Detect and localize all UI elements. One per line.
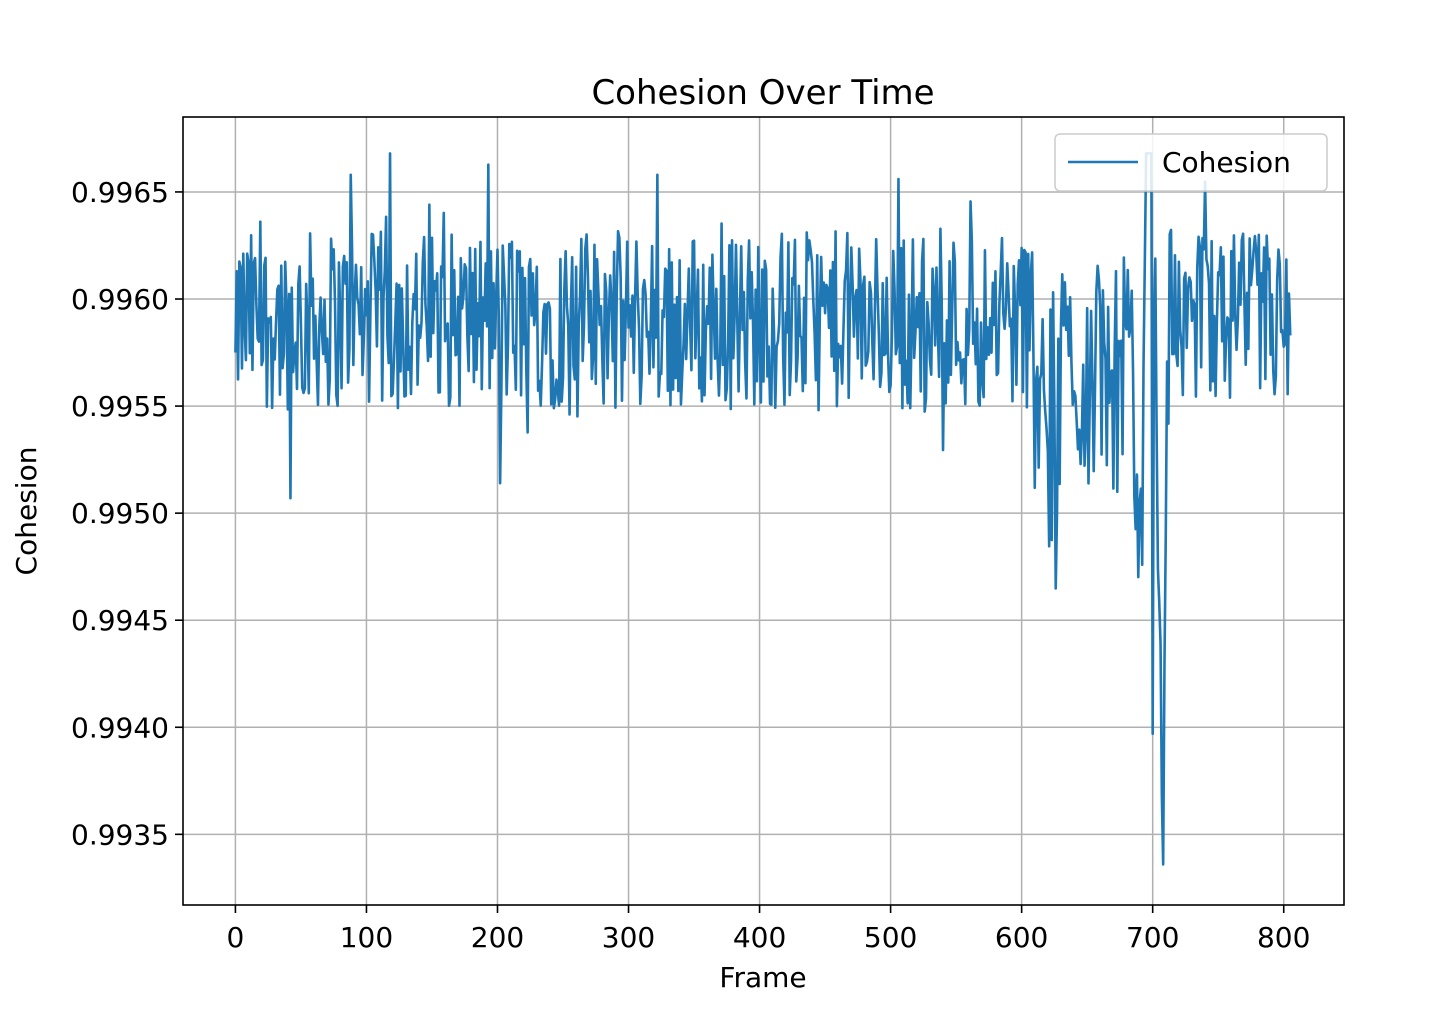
series-line-cohesion — [234, 152, 1292, 866]
x-axis-ticks: 0 100 200 300 400 500 600 700 800 — [227, 905, 1310, 954]
x-tick-label: 700 — [1126, 921, 1179, 954]
x-tick-label: 300 — [602, 921, 655, 954]
y-tick-label: 0.9950 — [71, 497, 169, 530]
legend-label-cohesion: Cohesion — [1162, 146, 1291, 179]
y-tick-label: 0.9955 — [71, 390, 169, 423]
x-axis-label: Frame — [719, 961, 806, 994]
x-tick-label: 500 — [864, 921, 917, 954]
x-tick-label: 400 — [733, 921, 786, 954]
y-tick-label: 0.9945 — [71, 604, 169, 637]
y-axis-label: Cohesion — [10, 447, 43, 576]
y-tick-label: 0.9940 — [71, 711, 169, 744]
x-tick-label: 100 — [340, 921, 393, 954]
series-layer — [234, 152, 1292, 866]
chart-title: Cohesion Over Time — [591, 73, 934, 113]
y-tick-label: 0.9965 — [71, 176, 169, 209]
y-tick-label: 0.9960 — [71, 283, 169, 316]
x-tick-label: 0 — [227, 921, 245, 954]
legend: Cohesion — [1054, 133, 1328, 192]
legend-box — [1054, 133, 1328, 192]
y-tick-label: 0.9935 — [71, 818, 169, 851]
plot-frame — [182, 116, 1345, 906]
x-tick-label: 200 — [471, 921, 524, 954]
y-axis-ticks: 0.9935 0.9940 0.9945 0.9950 0.9955 0.9960 0.99… — [71, 176, 183, 851]
x-tick-label: 800 — [1257, 921, 1310, 954]
x-tick-label: 600 — [995, 921, 1048, 954]
